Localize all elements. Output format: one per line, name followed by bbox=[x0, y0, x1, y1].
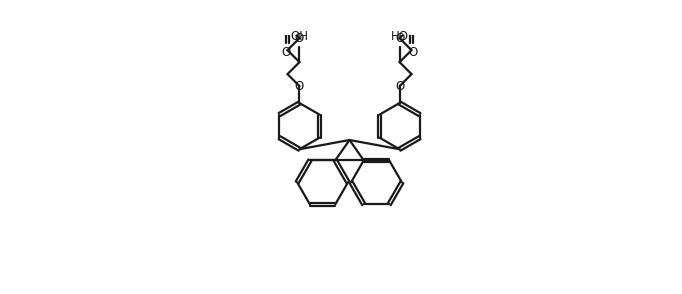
Text: O: O bbox=[395, 80, 404, 93]
Text: O: O bbox=[409, 46, 417, 59]
Text: O: O bbox=[282, 46, 291, 59]
Text: O: O bbox=[295, 32, 304, 45]
Text: O: O bbox=[395, 32, 404, 45]
Text: HO: HO bbox=[391, 30, 409, 43]
Text: OH: OH bbox=[291, 30, 308, 43]
Text: O: O bbox=[295, 80, 304, 93]
